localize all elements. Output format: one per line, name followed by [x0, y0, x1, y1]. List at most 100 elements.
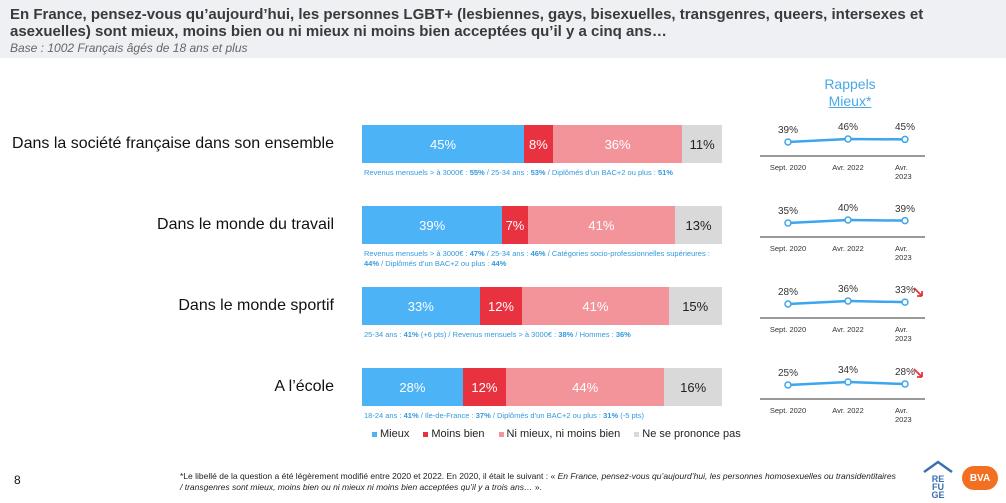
trend-date-label: Sept. 2020: [769, 406, 807, 415]
seg-mieux: 33%: [362, 287, 480, 325]
note-value: 31%: [603, 411, 619, 420]
note-text: (+6 pts) / Revenus mensuels > à 3000€ :: [418, 330, 559, 339]
bar-value-label: 41%: [582, 298, 609, 314]
trend-chart: 35% 40% 39% Sept. 2020 Avr. 2022 Avr. 2023: [760, 201, 925, 263]
trend-date-label: Avr. 2023: [895, 244, 912, 262]
bar-value-label: 36%: [604, 136, 631, 152]
bar-row: 28% 12% 44% 16%: [362, 368, 722, 406]
bar-value-label: 28%: [399, 379, 426, 395]
trend-date-label: Sept. 2020: [769, 244, 807, 253]
bar-value-label: 41%: [588, 217, 615, 233]
seg-nsp: 13%: [675, 206, 722, 244]
trend-date-label: Sept. 2020: [769, 163, 807, 172]
note-text: / 25-34 ans :: [484, 249, 531, 258]
seg-moins-bien: 7%: [502, 206, 528, 244]
bar-value-label: 12%: [471, 379, 498, 395]
seg-nsp: 16%: [664, 368, 722, 406]
trend-date-label: Avr. 2022: [832, 406, 864, 415]
bar-value-label: 44%: [572, 379, 599, 395]
bar-value-label: 13%: [685, 217, 712, 233]
trend-value-label: 36%: [837, 284, 859, 295]
legend-swatch: [498, 431, 504, 437]
note-text: / Ile-de-France :: [418, 411, 476, 420]
bar-value-label: 33%: [407, 298, 434, 314]
note-value: 55%: [469, 168, 485, 177]
trend-value-label: 28%: [777, 287, 799, 298]
chart-legend: Mieux Moins bien Ni mieux, ni moins bien Ne…: [372, 428, 741, 440]
trend-date-label: Avr. 2022: [832, 244, 864, 253]
note-value: 36%: [615, 330, 631, 339]
seg-moins-bien: 12%: [462, 368, 506, 406]
seg-ni-ni: 41%: [527, 206, 676, 244]
svg-text:GE: GE: [931, 490, 944, 498]
trend-svg: [760, 287, 925, 319]
trend-svg: [760, 216, 925, 238]
legend-swatch: [423, 431, 429, 437]
question-title: En France, pensez-vous qu’aujourd’hui, l…: [10, 6, 924, 40]
trend-value-label: 28%: [894, 367, 916, 378]
note-text: / Diplômés d’un BAC+2 ou plus :: [490, 411, 604, 420]
note-text: 18-24 ans :: [364, 411, 404, 420]
legend-swatch: [372, 431, 377, 437]
svg-text:FU: FU: [932, 482, 944, 492]
note-value: 53%: [530, 168, 546, 177]
trend-value-label: 39%: [777, 125, 799, 136]
trend-svg: [760, 135, 925, 157]
category-label: Dans la société française dans son ensem…: [12, 135, 334, 152]
legend-item: Mieux: [372, 428, 409, 440]
seg-ni-ni: 44%: [505, 368, 665, 406]
note-value: 44%: [364, 259, 380, 268]
trend-value-label: 33%: [894, 285, 916, 297]
legend-label: Mieux: [380, 428, 410, 440]
trend-point: [784, 381, 792, 389]
bar-value-label: 15%: [682, 298, 709, 314]
subgroup-note: Revenus mensuels > à 3000€ : 47% / 25-34…: [364, 249, 724, 269]
note-text: (-5 pts): [618, 411, 644, 420]
bar-row: 45% 8% 36% 11%: [362, 125, 722, 163]
trend-date-label: Sept. 2020: [769, 325, 807, 334]
down-arrow-icon: [913, 368, 923, 378]
trend-value-label: 46%: [837, 122, 859, 133]
svg-text:RE: RE: [932, 474, 945, 484]
title-block: En France, pensez-vous qu’aujourd’hui, l…: [0, 0, 1006, 58]
trend-point: [901, 298, 909, 306]
note-text: / 25-34 ans :: [484, 168, 531, 177]
note-text: Revenus mensuels > à 3000€ :: [364, 168, 470, 177]
trend-chart: 28% 36% 33% Sept. 2020 Avr. 2022 Avr. 2023: [760, 282, 925, 344]
base-subtitle: Base : 1002 Français âgés de 18 ans et p…: [10, 41, 248, 55]
trend-point: [901, 216, 909, 225]
legend-item: Ni mieux, ni moins bien: [498, 428, 620, 440]
trend-point: [844, 216, 852, 224]
note-text: / Diplômés d’un BAC+2 ou plus :: [379, 259, 492, 268]
legend-item: Ne se prononce pas: [634, 428, 741, 440]
footnote-suffix: ».: [532, 482, 542, 492]
trend-chart: 25% 34% 28% Sept. 2020 Avr. 2022 Avr. 2023: [760, 363, 925, 425]
seg-ni-ni: 36%: [552, 125, 683, 163]
trend-point: [901, 135, 909, 144]
trend-value-label: 40%: [837, 203, 859, 214]
trend-point: [844, 135, 852, 143]
seg-nsp: 15%: [668, 287, 722, 325]
trend-svg: [760, 368, 925, 400]
bva-logo: BVA: [962, 466, 998, 490]
trend-date-label: Avr. 2022: [832, 163, 864, 172]
bar-row: 33% 12% 41% 15%: [362, 287, 722, 325]
seg-ni-ni: 41%: [522, 287, 669, 325]
trend-date-label: Avr. 2022: [832, 325, 864, 334]
rappels-title: Rappels: [824, 76, 876, 92]
trend-point: [784, 138, 792, 146]
down-arrow-icon: [913, 287, 923, 297]
trend-value-label: 45%: [894, 122, 916, 134]
note-text: 25-34 ans :: [364, 330, 404, 339]
refuge-logo: RE FU GE: [918, 458, 958, 500]
category-label: Dans le monde sportif: [178, 297, 334, 314]
bar-value-label: 7%: [505, 217, 525, 233]
legend-swatch: [634, 431, 640, 437]
note-value: 47%: [469, 249, 485, 258]
trend-chart: 39% 46% 45% Sept. 2020 Avr. 2022 Avr. 2023: [760, 120, 925, 182]
page-number: 8: [14, 473, 21, 487]
subgroup-note: 18-24 ans : 41% / Ile-de-France : 37% / …: [364, 411, 724, 421]
legend-label: Ne se prononce pas: [642, 428, 741, 440]
note-text: / Hommes :: [573, 330, 616, 339]
rappels-subtitle: Mieux*: [828, 93, 872, 109]
